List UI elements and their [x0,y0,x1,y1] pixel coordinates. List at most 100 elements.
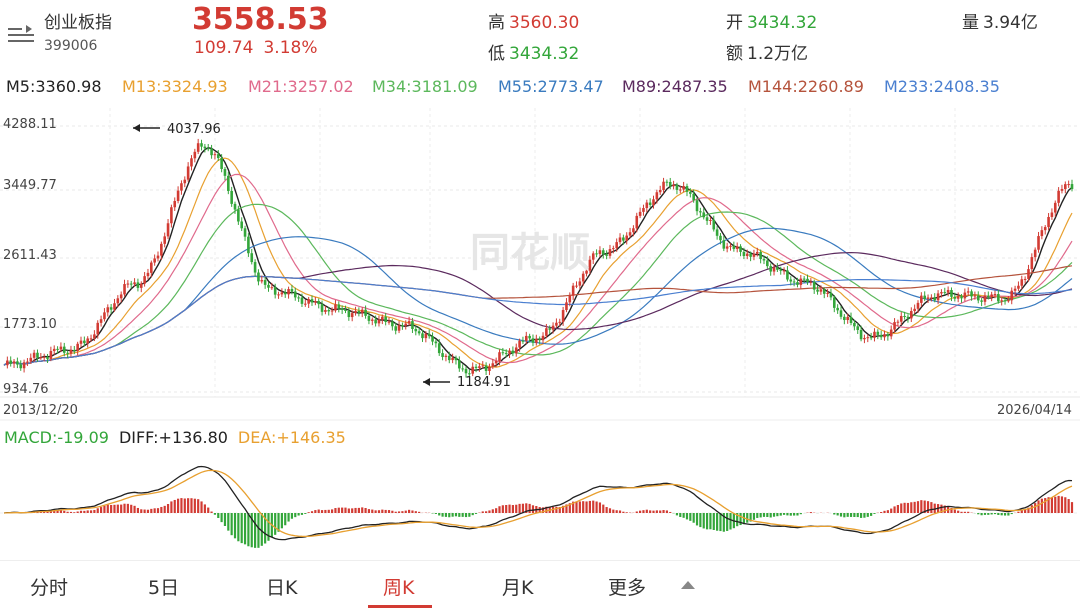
candle-body [712,219,716,230]
candle-body [253,262,257,273]
candle-body [427,333,431,337]
candle-body [806,278,809,283]
candle-body [417,331,421,334]
candle-body [153,258,156,263]
candle-body [896,321,900,323]
candle-body [56,348,59,350]
candle-body [62,346,66,353]
candle-body [381,316,384,320]
candle-body [200,143,203,147]
candle-body [575,285,578,287]
macd-legend: MACD:-19.09 DIFF:+136.80 DEA:+146.35 [0,428,356,447]
candle-body [528,335,531,339]
candle-body [290,289,294,292]
candle-body [755,251,759,254]
candle-body [1033,249,1037,258]
candle-body [950,290,953,297]
candle-body [263,280,267,285]
candle-body [474,366,478,369]
ma-line-m13 [3,157,1073,368]
candle-body [401,325,404,327]
volume-value: 3.94亿 [983,13,1038,33]
candle-body [106,307,110,313]
candle-body [79,340,83,344]
candle-body [568,295,572,303]
candle-body [501,352,505,354]
candle-body [1047,216,1050,228]
candle-body [49,351,53,359]
candle-body [12,361,16,364]
candle-body [260,280,264,282]
candle-body [913,308,916,312]
tab-more[interactable]: 更多 [608,577,647,599]
candle-body [648,202,652,205]
candle-body [210,148,213,156]
candle-body [608,249,612,256]
candle-body [518,340,521,348]
candle-body [233,203,237,210]
candle-body [471,366,475,374]
candle-body [889,329,893,337]
candle-body [273,287,277,295]
candle-body [277,294,280,296]
candle-body [869,337,873,339]
candle-body [829,292,833,298]
candle-body [980,300,983,302]
candle-body [695,200,699,212]
ma-label-m5: M5:3360.98 [6,77,102,96]
y-tick-5: 934.76 [3,382,49,397]
candle-body [431,336,434,342]
candle-body [782,270,786,272]
menu-icon[interactable] [8,24,34,46]
candle-body [535,338,538,343]
weekly-kline-chart[interactable]: 同花顺 [0,108,1080,558]
candle-body [541,335,545,341]
candle-body [1070,184,1074,190]
candle-body [458,360,461,369]
candle-body [364,309,367,316]
change-percent: 3.18% [263,38,318,58]
candle-body [1010,290,1014,301]
candle-body [601,250,605,255]
candle-body [397,325,401,331]
candle-body [206,148,210,150]
candle-body [304,303,307,305]
candle-body [719,235,722,241]
tab-monthly-k[interactable]: 月K [502,577,534,599]
candle-body [702,212,706,218]
tab-daily-k[interactable]: 日K [266,577,298,599]
candle-body [42,356,46,358]
candle-body [752,253,756,257]
candle-body [1060,189,1064,191]
candle-body [300,297,304,304]
tab-weekly-k[interactable]: 周K [383,577,415,599]
candle-body [297,297,300,299]
candle-body [916,302,920,309]
tab-intraday[interactable]: 分时 [30,577,69,599]
candle-body [531,338,535,343]
candle-body [839,310,843,317]
candle-body [146,272,150,277]
candle-body [16,361,19,365]
candle-body [555,322,558,326]
candle-body [464,368,468,374]
candle-body [990,294,993,297]
candle-body [1000,300,1003,302]
candle-body [240,221,244,229]
candle-body [866,337,870,339]
candle-body [344,309,347,311]
candle-body [444,355,448,357]
max-arrow-head [133,124,140,132]
caret-up-icon[interactable] [681,581,695,589]
candle-body [317,301,321,305]
candle-body [846,316,849,321]
candle-body [585,270,588,274]
candle-body [879,334,883,338]
candle-body [227,175,230,191]
candle-body [170,207,173,224]
candle-body [652,199,655,205]
candle-body [1064,184,1067,190]
ma-line-m5 [3,146,1073,371]
candle-body [789,279,793,282]
tab-5day[interactable]: 5日 [148,577,180,599]
